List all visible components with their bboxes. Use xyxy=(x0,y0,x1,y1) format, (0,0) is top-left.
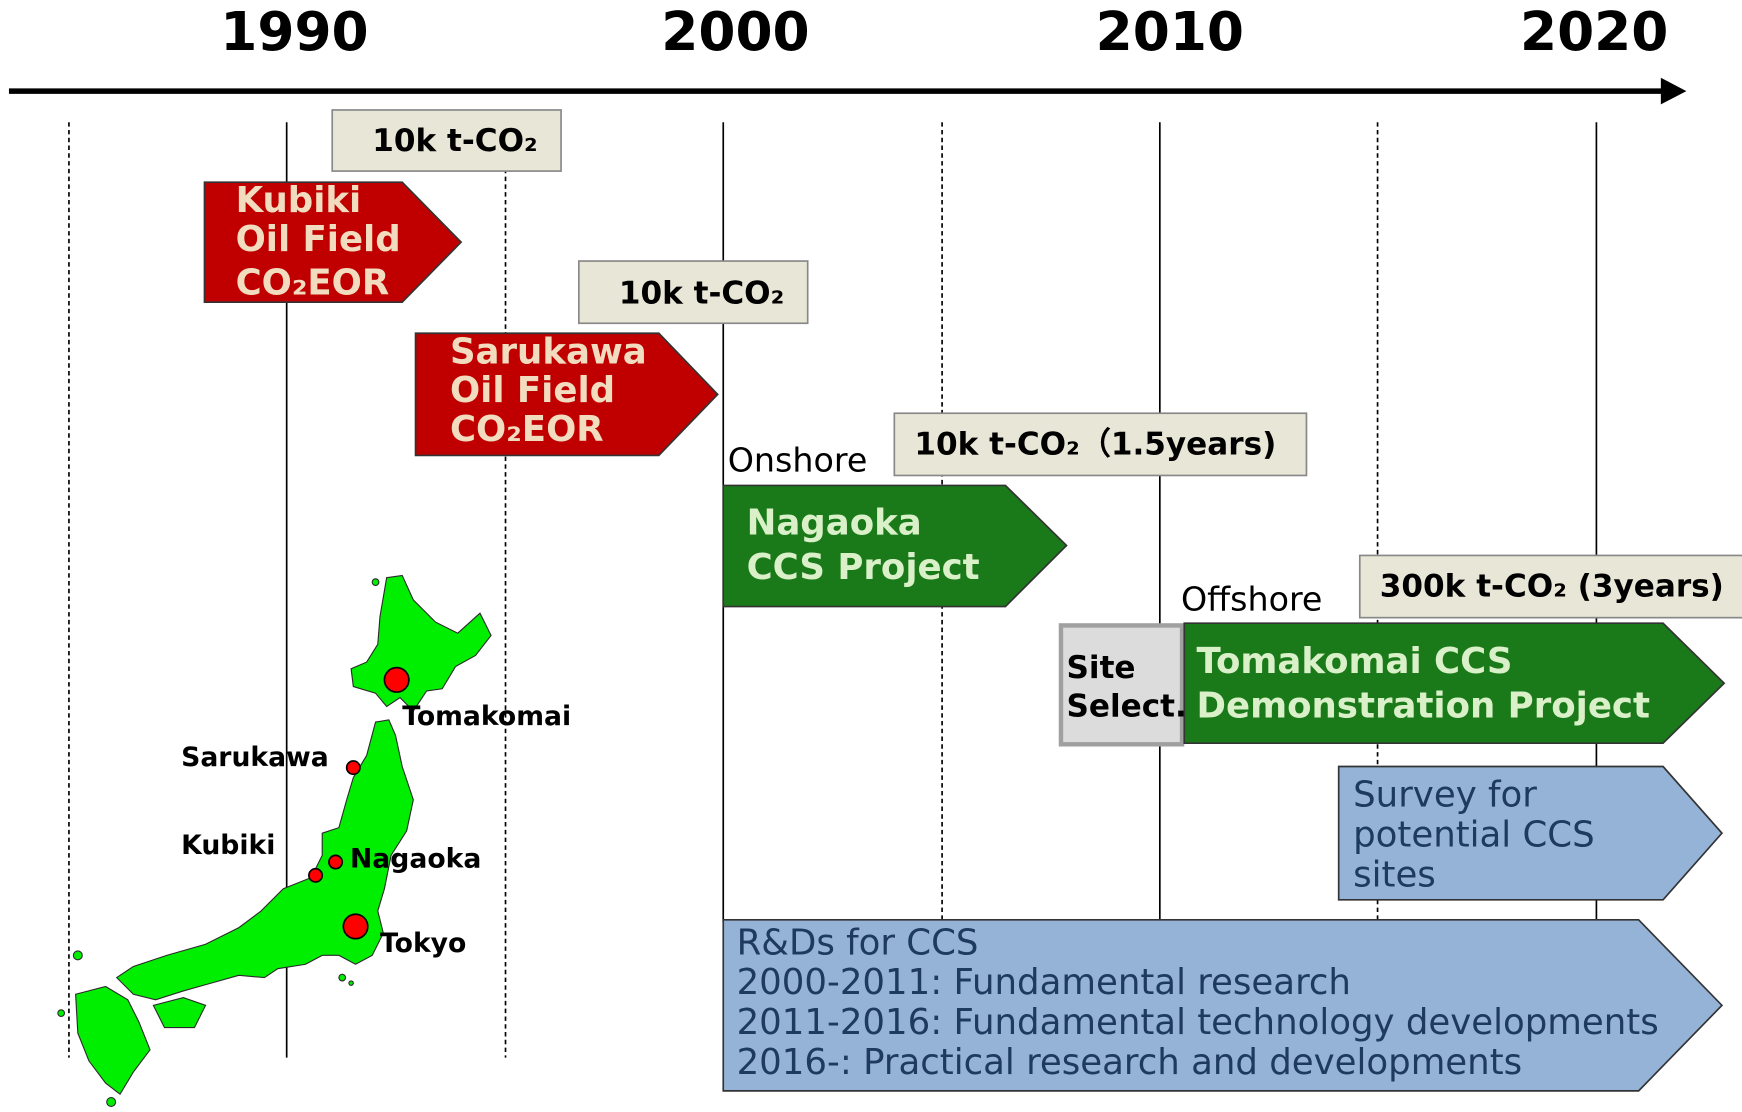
sarukawa-label: Oil Field xyxy=(450,370,615,411)
map-label: Kubiki xyxy=(181,830,275,861)
sarukawa-label: Sarukawa xyxy=(450,331,647,372)
map-label: Tokyo xyxy=(380,928,466,959)
volume-label: 10k t-CO₂ xyxy=(372,123,537,159)
rnd-label: R&Ds for CCS xyxy=(737,922,979,963)
sarukawa-arrow xyxy=(414,332,719,457)
site-select-label: Select. xyxy=(1067,689,1187,725)
nagaoka-label: Nagaoka xyxy=(747,502,922,543)
volume-box xyxy=(893,412,1308,477)
rnd-label: 2000-2011: Fundamental research xyxy=(737,962,1351,1003)
survey-label: sites xyxy=(1353,854,1436,895)
kubiki-label: Kubiki xyxy=(236,180,362,221)
rnd-arrow xyxy=(722,918,1724,1092)
volume-box xyxy=(1358,554,1742,619)
site-select-box xyxy=(1058,623,1185,747)
tomakomai-label: Demonstration Project xyxy=(1196,686,1650,727)
site-select-label: Site xyxy=(1067,650,1136,686)
tomakomai-label: Tomakomai CCS xyxy=(1196,641,1512,682)
kubiki-label: Oil Field xyxy=(236,219,401,260)
year: 1990 xyxy=(220,1,368,63)
volume-label: 300k t-CO₂ (3years) xyxy=(1380,569,1724,605)
volume-label: 10k t-CO₂ xyxy=(619,275,784,311)
onshore-label: Onshore xyxy=(728,441,868,480)
axis-arrowhead xyxy=(1660,77,1687,105)
tomakomai-arrow xyxy=(1183,622,1726,745)
volume-box xyxy=(331,109,562,172)
nagaoka-arrow xyxy=(722,484,1068,608)
year-labels: 1990 2000 2010 2020 xyxy=(220,1,1668,63)
nagaoka-label: CCS Project xyxy=(747,547,980,588)
year: 2000 xyxy=(661,1,809,63)
rnd-label: 2016-: Practical research and developmen… xyxy=(737,1042,1523,1083)
volume-box xyxy=(578,260,809,325)
kubiki-arrow xyxy=(203,181,463,303)
survey-label: potential CCS xyxy=(1353,814,1595,855)
year: 2010 xyxy=(1096,1,1244,63)
map-label: Nagaoka xyxy=(350,843,481,874)
map-label: Sarukawa xyxy=(181,742,329,773)
rnd-label: 2011-2016: Fundamental technology develo… xyxy=(737,1002,1659,1043)
kubiki-label: CO₂EOR xyxy=(236,262,390,303)
survey-arrow xyxy=(1337,765,1724,901)
volume-label: 10k t-CO₂（1.5years) xyxy=(914,426,1276,462)
offshore-label: Offshore xyxy=(1181,579,1322,618)
sarukawa-label: CO₂EOR xyxy=(450,409,604,450)
year: 2020 xyxy=(1520,1,1668,63)
survey-label: Survey for xyxy=(1353,775,1537,816)
map-markers xyxy=(308,666,410,940)
map-label: Tomakomai xyxy=(402,701,571,732)
